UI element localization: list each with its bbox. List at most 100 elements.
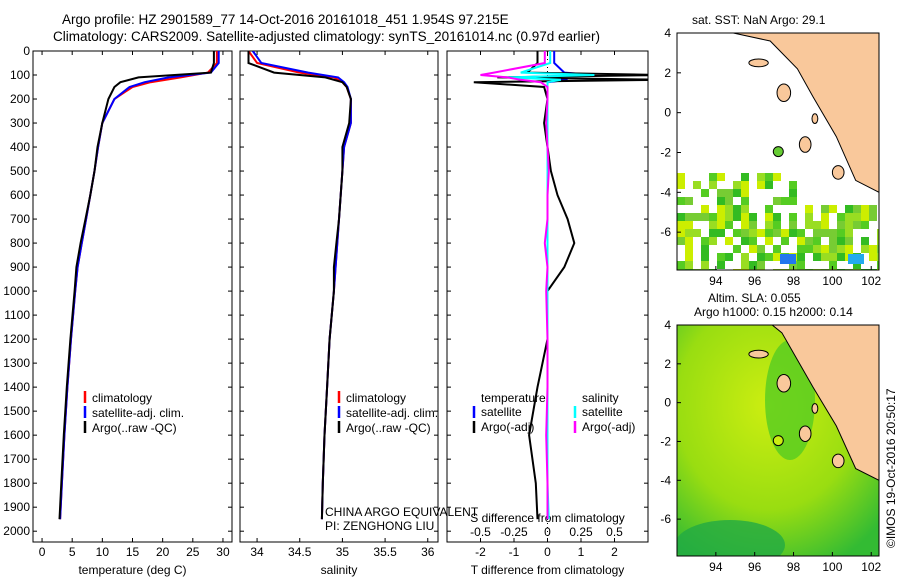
x-tick-label: 0 bbox=[544, 545, 551, 559]
sst-cell bbox=[813, 245, 821, 253]
sst-cell bbox=[861, 245, 869, 253]
y-tick-label: 900 bbox=[10, 260, 30, 274]
sla-low bbox=[677, 520, 785, 556]
legend-label: Argo(..raw -QC) bbox=[346, 421, 431, 435]
sst-cell bbox=[861, 237, 869, 245]
sst-cell bbox=[853, 213, 861, 221]
legend-label: Argo(-adj) bbox=[582, 420, 635, 434]
sst-cell bbox=[693, 229, 701, 237]
lon-tick-label: 102 bbox=[861, 274, 881, 288]
sst-cell bbox=[829, 261, 837, 269]
island bbox=[748, 58, 769, 68]
y-tick-label: 800 bbox=[10, 236, 30, 250]
sst-cell bbox=[709, 181, 717, 189]
sst-cell bbox=[780, 254, 796, 264]
sst-cell bbox=[693, 213, 701, 221]
sst-cell bbox=[789, 189, 797, 197]
sst-cell bbox=[685, 237, 693, 245]
y-tick-label: 1100 bbox=[4, 308, 30, 322]
x-tick-label: 30 bbox=[216, 545, 230, 559]
x-tick-label: 0 bbox=[39, 545, 46, 559]
sst-cell bbox=[717, 213, 725, 221]
sst-cell bbox=[765, 205, 773, 213]
y-tick-label: 600 bbox=[10, 188, 30, 202]
sst-cell bbox=[741, 221, 749, 229]
lat-tick-label: 0 bbox=[664, 396, 671, 410]
sst-map: 94 96 98 100 102 4 2 0 -2 -4 -6 bbox=[660, 26, 881, 288]
lat-tick-label: -6 bbox=[660, 512, 671, 526]
sst-cell bbox=[861, 213, 869, 221]
sst-cell bbox=[717, 229, 725, 237]
salinity-legend: climatology satellite-adj. clim. Argo(..… bbox=[325, 391, 479, 533]
island bbox=[831, 453, 845, 469]
sst-cell bbox=[805, 205, 813, 213]
lon-tick-label: 96 bbox=[748, 560, 762, 574]
x-tick-label: 35.5 bbox=[373, 545, 397, 559]
x-tick-label: 34 bbox=[250, 545, 264, 559]
sst-cell bbox=[845, 237, 853, 245]
island bbox=[811, 113, 819, 124]
sst-cell bbox=[773, 253, 781, 261]
sst-cell bbox=[765, 173, 773, 181]
sst-cell bbox=[733, 181, 741, 189]
s-tick-label: -0.5 bbox=[470, 525, 491, 539]
sst-cell bbox=[848, 254, 864, 264]
lat-tick-label: 4 bbox=[664, 318, 671, 332]
legend-label: climatology bbox=[92, 391, 152, 405]
sst-cell bbox=[845, 213, 853, 221]
sst-cell bbox=[869, 253, 877, 261]
sst-cell bbox=[829, 205, 837, 213]
sst-cell bbox=[701, 245, 709, 253]
sst-cell bbox=[773, 213, 781, 221]
temperature-legend: climatology satellite-adj. clim. Argo(..… bbox=[83, 391, 184, 435]
y-tick-label: 1900 bbox=[3, 500, 30, 514]
x-tick-label: 35 bbox=[336, 545, 350, 559]
sst-cell bbox=[797, 253, 805, 261]
island bbox=[776, 374, 792, 393]
x-tick-label: 36 bbox=[421, 545, 435, 559]
sst-cell bbox=[781, 197, 789, 205]
sst-cell bbox=[821, 213, 829, 221]
island bbox=[798, 136, 812, 153]
y-tick-label: 500 bbox=[10, 164, 30, 178]
sst-cell bbox=[813, 253, 821, 261]
sst-cell bbox=[789, 221, 797, 229]
sst-cell bbox=[821, 205, 829, 213]
sst-cell bbox=[677, 173, 685, 181]
sst-cell bbox=[741, 181, 749, 189]
island bbox=[811, 403, 819, 414]
sst-cell bbox=[797, 245, 805, 253]
sst-cell bbox=[773, 197, 781, 205]
x-axis-label: T difference from climatology bbox=[471, 563, 625, 577]
lat-tick-label: -4 bbox=[660, 185, 671, 199]
x-tick-label: 34.5 bbox=[288, 545, 312, 559]
legend-label: satellite bbox=[481, 405, 522, 419]
sst-cell bbox=[813, 237, 821, 245]
y-tick-label: 0 bbox=[23, 44, 30, 58]
sst-cell bbox=[789, 181, 797, 189]
differences-legend: temperature salinity satellite Argo(-adj… bbox=[472, 391, 635, 434]
y-tick-label: 1800 bbox=[3, 476, 30, 490]
sst-cell bbox=[869, 213, 877, 221]
sst-map-title: sat. SST: NaN Argo: 29.1 bbox=[692, 13, 826, 27]
sst-cell bbox=[677, 197, 685, 205]
sst-cell bbox=[709, 213, 717, 221]
lat-tick-label: 2 bbox=[664, 357, 671, 371]
sst-cell bbox=[741, 253, 749, 261]
legend-header-temperature: temperature bbox=[481, 391, 546, 405]
float-program-annotation: CHINA ARGO EQUIVALENT bbox=[325, 505, 479, 519]
sst-cell bbox=[877, 229, 879, 237]
sst-cell bbox=[733, 189, 741, 197]
sst-cell bbox=[789, 213, 797, 221]
sumatra-landmass bbox=[733, 33, 879, 193]
island bbox=[831, 165, 845, 180]
lon-tick-label: 96 bbox=[748, 274, 762, 288]
sst-cell bbox=[765, 213, 773, 221]
x-tick-label: 20 bbox=[156, 545, 170, 559]
sst-cell bbox=[861, 205, 869, 213]
lat-tick-label: -4 bbox=[660, 473, 671, 487]
sst-cell bbox=[677, 221, 685, 229]
sst-cell bbox=[781, 237, 789, 245]
sst-cell bbox=[717, 197, 725, 205]
argo-position-marker bbox=[772, 435, 784, 447]
